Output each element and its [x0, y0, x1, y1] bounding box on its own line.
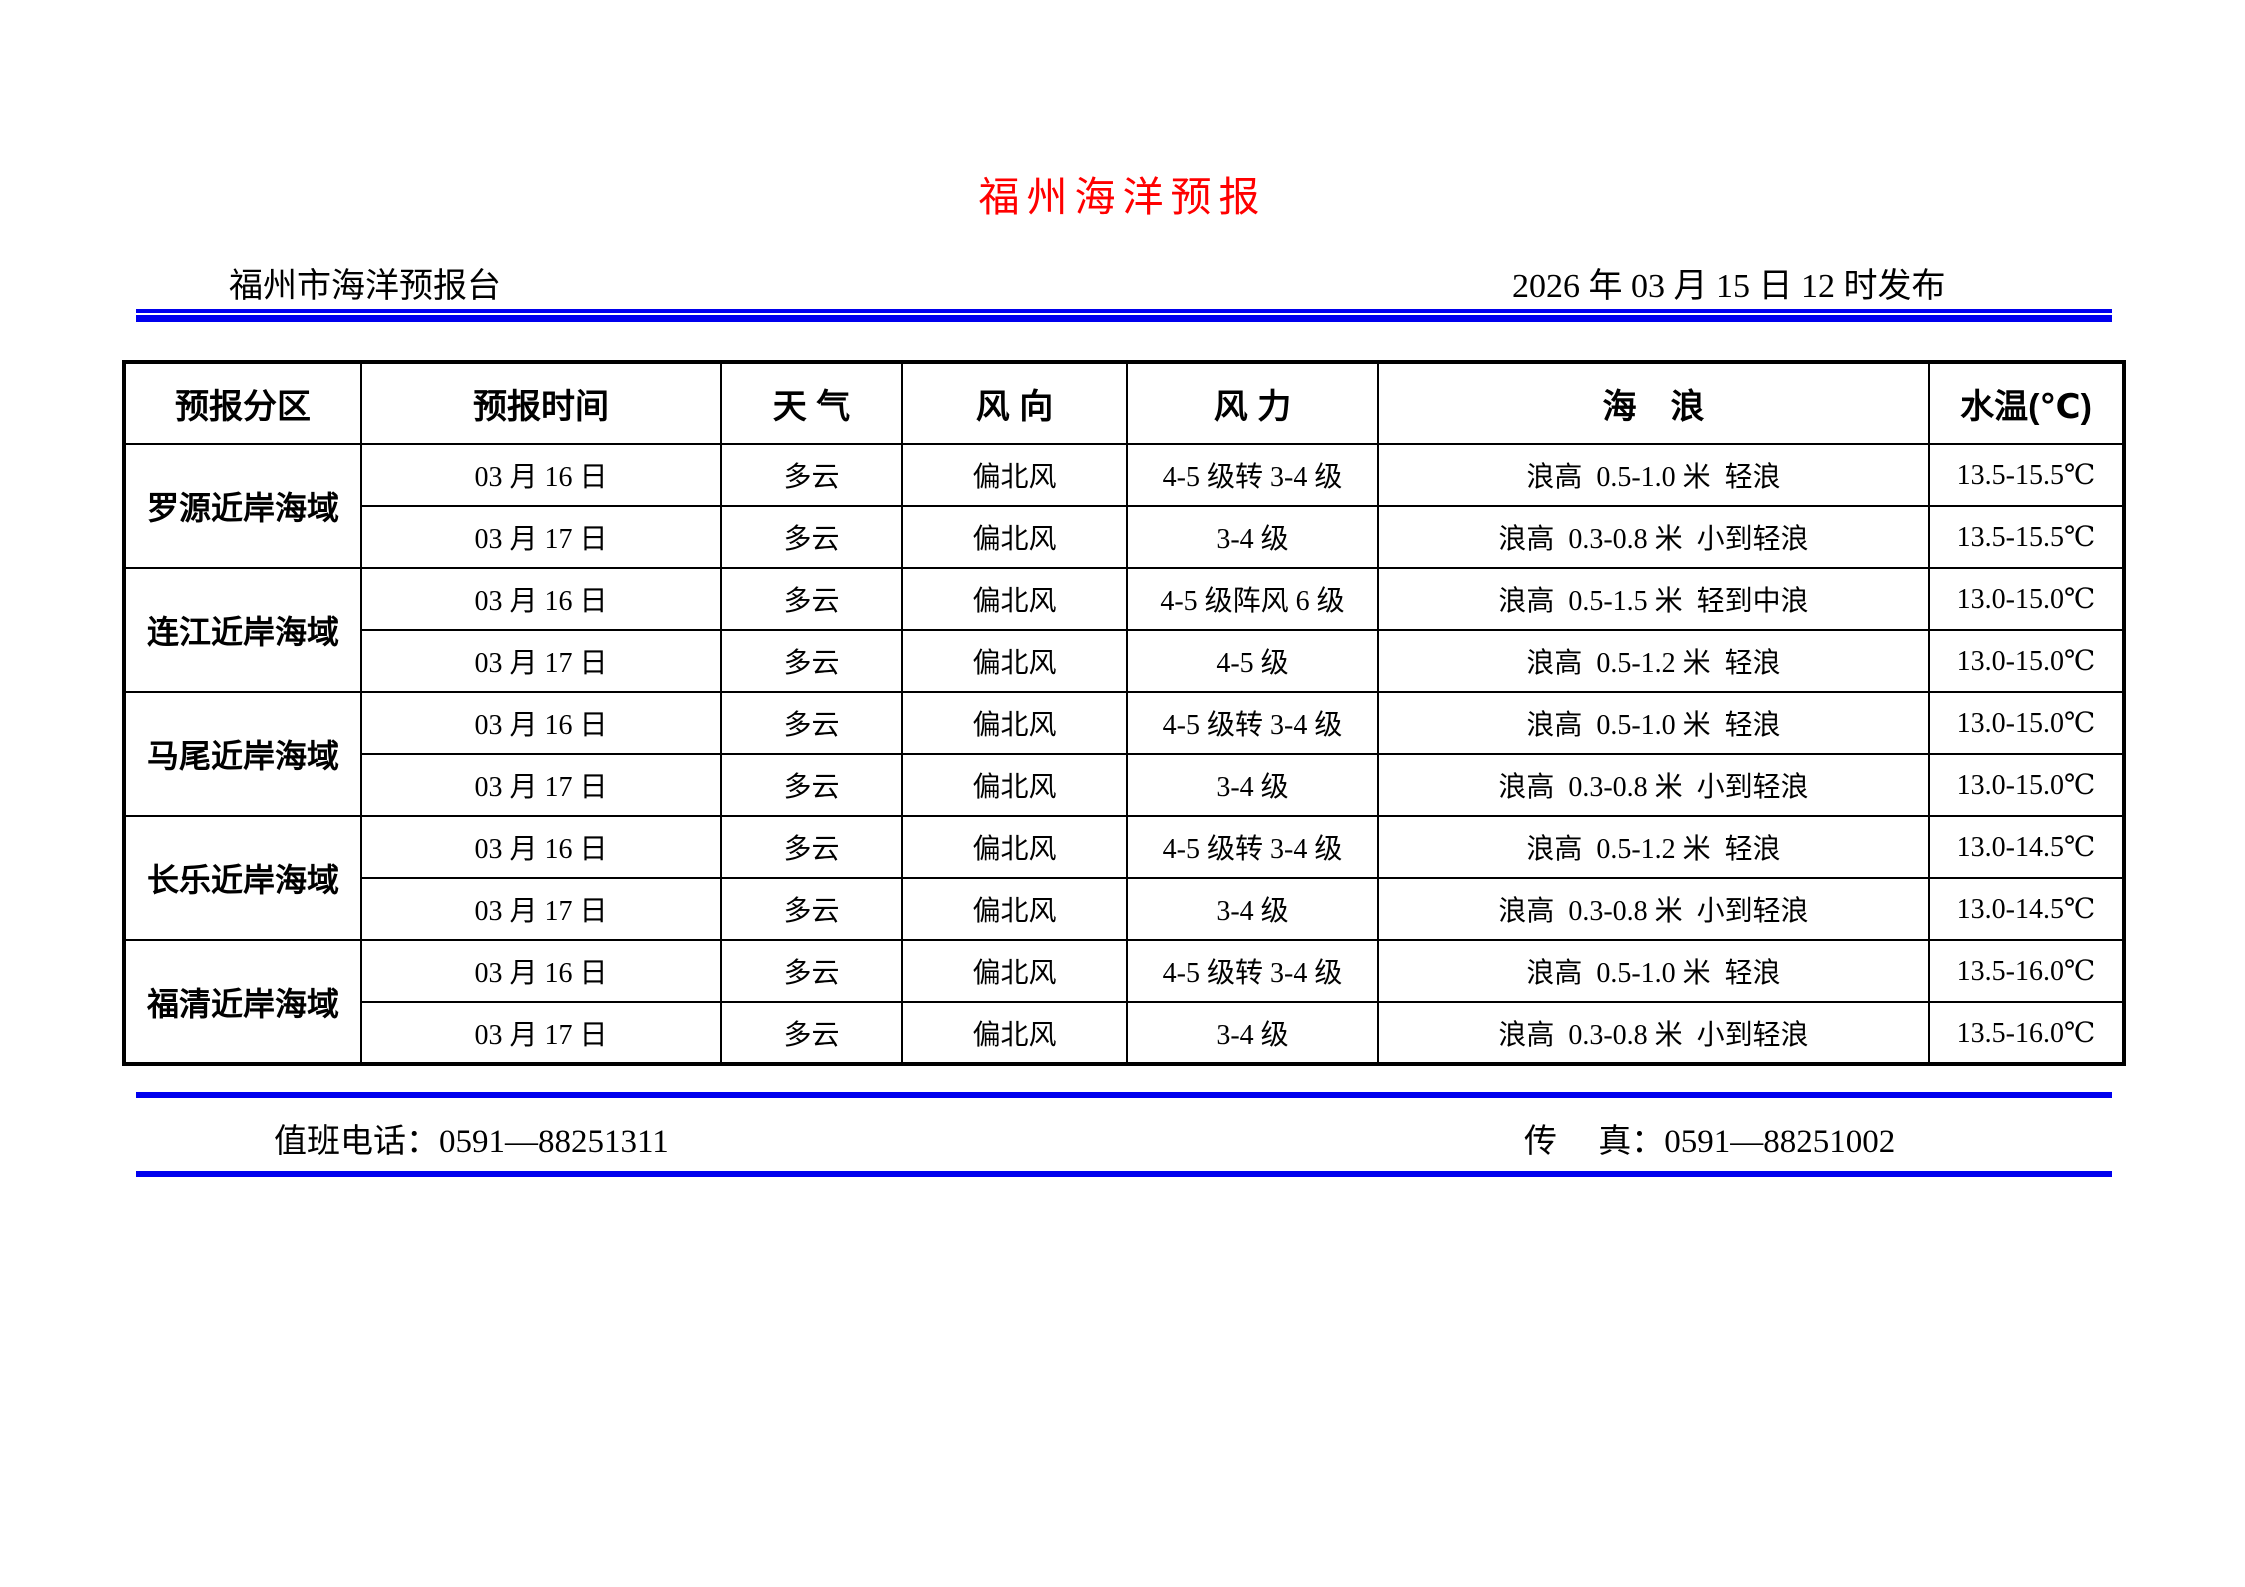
wind-dir-cell: 偏北风: [901, 939, 1128, 1003]
date-cell: 03 月 16 日: [360, 815, 722, 879]
forecast-table: 预报分区 预报时间天 气风 向风 力海 浪水温(℃) 罗源近岸海域 03 月 16 …: [122, 360, 2126, 1066]
table-row: 03 月 17 日多云 偏北风 3-4 级浪高 0.3-0.8 米 小到轻浪 13.5…: [124, 505, 2125, 569]
wind-force-cell: 4-5 级: [1126, 629, 1379, 693]
bottom-rule-upper: [136, 1092, 2112, 1098]
column-header-3: 风 向: [901, 361, 1128, 445]
area-cell: 马尾近岸海域: [123, 691, 362, 817]
wind-force-cell: 4-5 级转 3-4 级: [1126, 443, 1379, 507]
wave-cell: 浪高 0.3-0.8 米 小到轻浪: [1377, 877, 1930, 941]
temp-cell: 13.0-15.0℃: [1928, 753, 2125, 817]
wind-dir-cell: 偏北风: [901, 877, 1128, 941]
wind-dir-cell: 偏北风: [901, 505, 1128, 569]
table-row: 福清近岸海域 03 月 16 日多云 偏北风 4-5 级转 3-4 级浪高 0.5-1…: [123, 939, 2125, 1065]
bottom-rule-lower: [136, 1171, 2112, 1177]
table-body: 罗源近岸海域 03 月 16 日多云 偏北风 4-5 级转 3-4 级浪高 0.5-1…: [123, 443, 2125, 1065]
column-header-0: 预报分区: [123, 361, 362, 445]
wave-cell: 浪高 0.5-1.0 米 轻浪: [1377, 939, 1930, 1003]
temp-cell: 13.0-14.5℃: [1928, 877, 2125, 941]
wind-force-cell: 3-4 级: [1126, 505, 1379, 569]
date-cell: 03 月 17 日: [360, 877, 722, 941]
table-header: 预报分区 预报时间天 气风 向风 力海 浪水温(℃): [123, 361, 2125, 445]
table-row: 长乐近岸海域 03 月 16 日多云 偏北风 4-5 级转 3-4 级浪高 0.5-1…: [123, 815, 2125, 941]
wave-cell: 浪高 0.5-1.5 米 轻到中浪: [1377, 567, 1930, 631]
wave-cell: 浪高 0.3-0.8 米 小到轻浪: [1377, 753, 1930, 817]
top-rule-thin: [136, 309, 2112, 313]
weather-cell: 多云: [720, 939, 903, 1003]
weather-cell: 多云: [720, 443, 903, 507]
wind-force-cell: 4-5 级转 3-4 级: [1126, 815, 1379, 879]
table-row: 03 月 17 日多云 偏北风 4-5 级浪高 0.5-1.2 米 轻浪 13.0-1…: [124, 629, 2125, 693]
table-row: 罗源近岸海域 03 月 16 日多云 偏北风 4-5 级转 3-4 级浪高 0.5-1…: [123, 443, 2125, 569]
date-cell: 03 月 17 日: [360, 629, 722, 693]
wind-dir-cell: 偏北风: [901, 567, 1128, 631]
table-row: 马尾近岸海域 03 月 16 日多云 偏北风 4-5 级转 3-4 级浪高 0.5-1…: [123, 691, 2125, 817]
wave-cell: 浪高 0.5-1.2 米 轻浪: [1377, 629, 1930, 693]
weather-cell: 多云: [720, 1001, 903, 1065]
table-row: 03 月 17 日多云 偏北风 3-4 级浪高 0.3-0.8 米 小到轻浪 13.5…: [124, 1001, 2125, 1065]
wind-force-cell: 4-5 级转 3-4 级: [1126, 691, 1379, 755]
temp-cell: 13.5-16.0℃: [1928, 1001, 2125, 1065]
header-row: 预报分区 预报时间天 气风 向风 力海 浪水温(℃): [123, 361, 2125, 445]
table-row: 03 月 17 日多云 偏北风 3-4 级浪高 0.3-0.8 米 小到轻浪 13.0…: [124, 877, 2125, 941]
wind-dir-cell: 偏北风: [901, 443, 1128, 507]
temp-cell: 13.0-15.0℃: [1928, 567, 2125, 631]
weather-cell: 多云: [720, 629, 903, 693]
wave-cell: 浪高 0.3-0.8 米 小到轻浪: [1377, 1001, 1930, 1065]
column-header-2: 天 气: [720, 361, 903, 445]
temp-cell: 13.5-16.0℃: [1928, 939, 2125, 1003]
wind-force-cell: 4-5 级转 3-4 级: [1126, 939, 1379, 1003]
temp-cell: 13.0-15.0℃: [1928, 629, 2125, 693]
top-rule-thick: [136, 315, 2112, 322]
wind-dir-cell: 偏北风: [901, 753, 1128, 817]
area-cell: 福清近岸海域: [123, 939, 362, 1065]
date-cell: 03 月 16 日: [360, 691, 722, 755]
column-header-5: 海 浪: [1377, 361, 1930, 445]
weather-cell: 多云: [720, 753, 903, 817]
column-header-6: 水温(℃): [1928, 361, 2125, 445]
weather-cell: 多云: [720, 505, 903, 569]
wind-dir-cell: 偏北风: [901, 629, 1128, 693]
temp-cell: 13.5-15.5℃: [1928, 443, 2125, 507]
area-cell: 罗源近岸海域: [123, 443, 362, 569]
wind-dir-cell: 偏北风: [901, 815, 1128, 879]
duty-phone: 值班电话：0591—88251311: [274, 1124, 669, 1160]
area-cell: 长乐近岸海域: [123, 815, 362, 941]
table-row: 连江近岸海域 03 月 16 日多云 偏北风 4-5 级阵风 6 级浪高 0.5-1.…: [123, 567, 2125, 693]
wave-cell: 浪高 0.5-1.0 米 轻浪: [1377, 691, 1930, 755]
area-cell: 连江近岸海域: [123, 567, 362, 693]
date-cell: 03 月 17 日: [360, 1001, 722, 1065]
temp-cell: 13.0-14.5℃: [1928, 815, 2125, 879]
temp-cell: 13.0-15.0℃: [1928, 691, 2125, 755]
station-name: 福州市海洋预报台: [229, 268, 501, 305]
wind-force-cell: 3-4 级: [1126, 1001, 1379, 1065]
weather-cell: 多云: [720, 691, 903, 755]
weather-cell: 多云: [720, 815, 903, 879]
wave-cell: 浪高 0.5-1.0 米 轻浪: [1377, 443, 1930, 507]
date-cell: 03 月 17 日: [360, 753, 722, 817]
weather-cell: 多云: [720, 877, 903, 941]
column-header-4: 风 力: [1126, 361, 1379, 445]
wind-dir-cell: 偏北风: [901, 1001, 1128, 1065]
issue-datetime: 2026 年 03 月 15 日 12 时发布: [1512, 268, 1946, 305]
table-row: 03 月 17 日多云 偏北风 3-4 级浪高 0.3-0.8 米 小到轻浪 13.0…: [124, 753, 2125, 817]
wave-cell: 浪高 0.5-1.2 米 轻浪: [1377, 815, 1930, 879]
wind-force-cell: 3-4 级: [1126, 877, 1379, 941]
date-cell: 03 月 16 日: [360, 567, 722, 631]
date-cell: 03 月 16 日: [360, 443, 722, 507]
weather-cell: 多云: [720, 567, 903, 631]
wave-cell: 浪高 0.3-0.8 米 小到轻浪: [1377, 505, 1930, 569]
page-title: 福州海洋预报: [978, 174, 1267, 220]
wind-dir-cell: 偏北风: [901, 691, 1128, 755]
date-cell: 03 月 17 日: [360, 505, 722, 569]
fax-number: 传 真：0591—88251002: [1524, 1124, 1896, 1160]
temp-cell: 13.5-15.5℃: [1928, 505, 2125, 569]
wind-force-cell: 4-5 级阵风 6 级: [1126, 567, 1379, 631]
date-cell: 03 月 16 日: [360, 939, 722, 1003]
column-header-1: 预报时间: [360, 361, 722, 445]
wind-force-cell: 3-4 级: [1126, 753, 1379, 817]
